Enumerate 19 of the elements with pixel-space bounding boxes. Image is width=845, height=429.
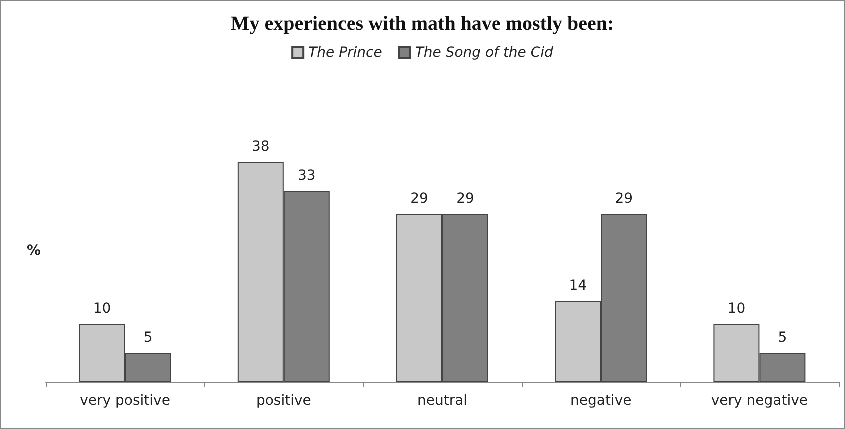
x-tick-label: neutral	[417, 393, 468, 409]
data-label: 29	[456, 191, 474, 208]
x-tick-label: positive	[256, 393, 312, 409]
x-tick-label: very negative	[711, 393, 808, 409]
x-tick-label: negative	[570, 393, 632, 409]
x-tick-label: very positive	[80, 393, 170, 409]
legend-label: The Prince	[308, 45, 382, 61]
data-label: 14	[569, 278, 588, 294]
data-label: 33	[298, 168, 316, 184]
data-label: 10	[728, 301, 746, 318]
data-label: 29	[410, 191, 428, 208]
data-label: 10	[93, 301, 112, 318]
data-label: 5	[144, 330, 153, 346]
y-axis-title: %	[27, 243, 42, 259]
legend-label: The Song of the Cid	[415, 45, 554, 61]
data-label: 38	[252, 139, 270, 155]
data-label: 5	[778, 330, 788, 346]
data-label: 29	[615, 191, 634, 208]
chart-title: My experiences with math have mostly been:	[230, 13, 614, 35]
